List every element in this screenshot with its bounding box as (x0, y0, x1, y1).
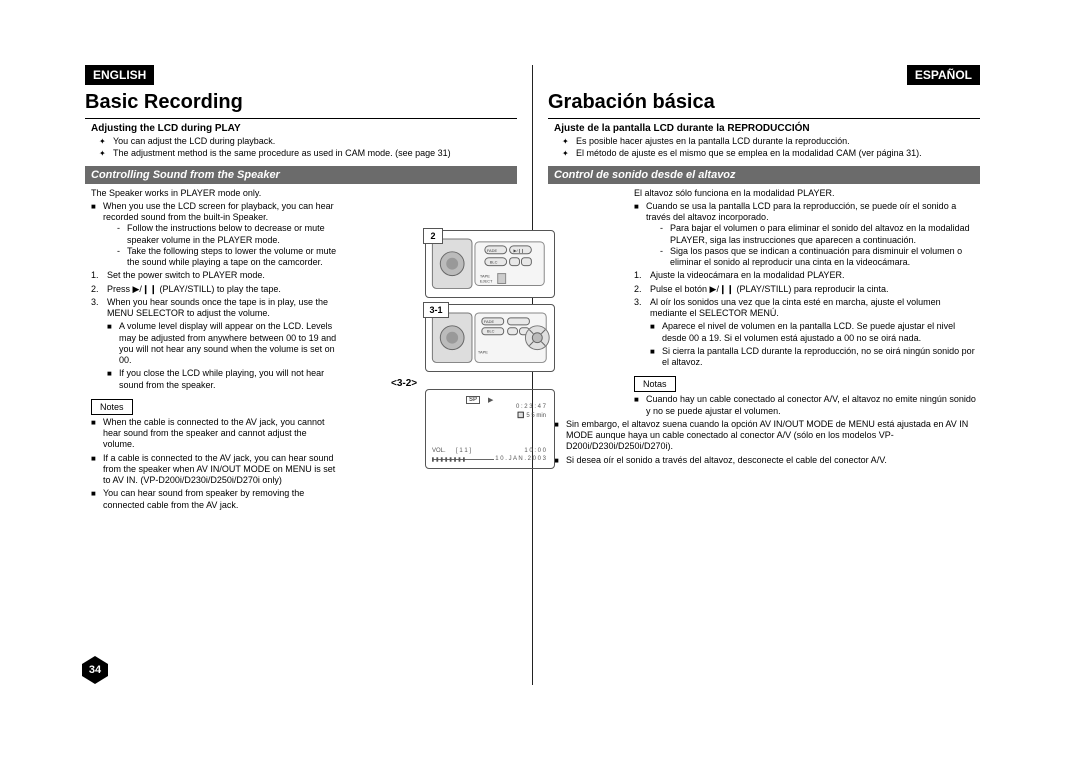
lcd-time: 0 : 2 3 : 4 7 (516, 404, 546, 410)
illus-label-2: 2 (423, 228, 443, 244)
center-illustrations: 2 FADE ▶/❙❙ BLC TAPE EJECT 3-1 (425, 230, 555, 469)
notes-label: Notas (634, 376, 676, 392)
step-item: 2.Press ▶/❙❙ (PLAY/STILL) to play the ta… (91, 284, 340, 295)
lcd-date: 1 0 . J A N . 2 0 0 3 (495, 456, 546, 462)
lcd-sp: SP (466, 396, 480, 404)
step-item: 1.Set the power switch to PLAYER mode. (91, 270, 340, 281)
step3-sublist: A volume level display will appear on th… (107, 321, 340, 391)
right-dia-list: Es posible hacer ajustes en la pantalla … (566, 136, 980, 160)
language-tag-english: ENGLISH (85, 65, 154, 85)
left-dia-list: You can adjust the LCD during playback. … (103, 136, 517, 160)
sq-item: Aparece el nivel de volumen en la pantal… (650, 321, 980, 344)
svg-text:FADE: FADE (487, 248, 498, 253)
left-steps: 1.Set the power switch to PLAYER mode. 2… (91, 270, 340, 391)
dia-item: You can adjust the LCD during playback. (103, 136, 517, 147)
step-item: 2.Pulse el botón ▶/❙❙ (PLAY/STILL) para … (634, 284, 980, 295)
left-intro: The Speaker works in PLAYER mode only. (91, 188, 340, 199)
lcd-play-icon: ▶ (488, 396, 493, 404)
dia-item: The adjustment method is the same proced… (103, 148, 517, 159)
left-section-header: Controlling Sound from the Speaker (85, 166, 517, 184)
step-text: Pulse el botón ▶/❙❙ (PLAY/STILL) para re… (650, 284, 888, 294)
dash-item: Para bajar el volumen o para eliminar el… (660, 223, 980, 246)
left-title: Basic Recording (85, 91, 517, 114)
camcorder-top-icon: FADE ▶/❙❙ BLC TAPE EJECT (429, 234, 551, 293)
note-item: Si desea oír el sonido a través del alta… (554, 455, 980, 466)
dash-item: Siga los pasos que se indican a continua… (660, 246, 980, 269)
page-number: 34 (89, 664, 101, 676)
svg-text:FADE: FADE (484, 319, 495, 324)
sq-text: When you use the LCD screen for playback… (103, 201, 334, 222)
rule (548, 118, 980, 119)
svg-text:EJECT: EJECT (480, 279, 493, 284)
step-item: 3.Al oír los sonidos una vez que la cint… (634, 297, 980, 369)
right-title: Grabación básica (548, 91, 980, 114)
note-item: Cuando hay un cable conectado al conecto… (634, 394, 980, 417)
left-notes: When the cable is connected to the AV ja… (91, 417, 340, 511)
sq-text: Cuando se usa la pantalla LCD para la re… (646, 201, 956, 222)
dia-item: El método de ajuste es el mismo que se e… (566, 148, 980, 159)
svg-text:▶/❙❙: ▶/❙❙ (514, 248, 525, 253)
step3-sublist: Aparece el nivel de volumen en la pantal… (650, 321, 980, 368)
illustration-2: 2 FADE ▶/❙❙ BLC TAPE EJECT (425, 230, 555, 298)
sq-item: If you close the LCD while playing, you … (107, 368, 340, 391)
lcd-clock: 1 0 : 0 0 (524, 448, 546, 454)
step-text: Ajuste la videocámara en la modalidad PL… (650, 270, 844, 280)
sq-item: A volume level display will appear on th… (107, 321, 340, 366)
rule (85, 118, 517, 119)
notes-label: Notes (91, 399, 133, 415)
svg-text:BLC: BLC (490, 260, 498, 265)
note-item: You can hear sound from speaker by remov… (91, 488, 340, 511)
note-item: Sin embargo, el altavoz suena cuando la … (554, 419, 980, 453)
lcd-display: SP ▶ 0 : 2 3 : 4 7 🔲 5 5 min VOL. [ 1 1 … (425, 389, 555, 469)
note-item: When the cable is connected to the AV ja… (91, 417, 340, 451)
svg-text:TAPE: TAPE (478, 350, 488, 355)
step-item: 1.Ajuste la videocámara en la modalidad … (634, 270, 980, 281)
lcd-remain: 🔲 5 5 min (517, 412, 546, 419)
dash-item: Follow the instructions below to decreas… (117, 223, 340, 246)
step-text: Set the power switch to PLAYER mode. (107, 270, 265, 280)
right-column: ESPAÑOL Grabación básica Ajuste de la pa… (532, 65, 980, 685)
volume-bar (432, 457, 494, 462)
step-text: Al oír los sonidos una vez que la cinta … (650, 297, 941, 318)
manual-page: ENGLISH Basic Recording Adjusting the LC… (85, 65, 980, 685)
illustration-3-1: 3-1 FADE BLC TAPE (425, 304, 555, 372)
page-number-badge: 34 (80, 655, 110, 685)
left-subheading: Adjusting the LCD during PLAY (91, 123, 517, 134)
right-intro: El altavoz sólo funciona en la modalidad… (634, 188, 980, 199)
sq-item: Si cierra la pantalla LCD durante la rep… (650, 346, 980, 369)
right-block-list: Cuando se usa la pantalla LCD para la re… (634, 201, 980, 269)
dash-item: Take the following steps to lower the vo… (117, 246, 340, 269)
dia-item: Es posible hacer ajustes en la pantalla … (566, 136, 980, 147)
right-notes: Cuando hay un cable conectado al conecto… (634, 394, 980, 417)
dash-list: Follow the instructions below to decreas… (117, 223, 340, 268)
language-tag-spanish: ESPAÑOL (907, 65, 980, 85)
lcd-vol-label: VOL. (432, 448, 446, 454)
step-text: When you hear sounds once the tape is in… (107, 297, 328, 318)
illus-label-31: 3-1 (423, 302, 449, 318)
svg-text:BLC: BLC (487, 329, 495, 334)
right-notes-wide: Sin embargo, el altavoz suena cuando la … (554, 419, 980, 466)
sq-item: Cuando se usa la pantalla LCD para la re… (634, 201, 980, 269)
step-item: 3.When you hear sounds once the tape is … (91, 297, 340, 391)
right-steps: 1.Ajuste la videocámara en la modalidad … (634, 270, 980, 368)
right-section-header: Control de sonido desde el altavoz (548, 166, 980, 184)
lcd-vol-val: [ 1 1 ] (456, 448, 471, 454)
illus-label-32: <3-2> (391, 378, 521, 389)
dash-list: Para bajar el volumen o para eliminar el… (660, 223, 980, 268)
note-item: If a cable is connected to the AV jack, … (91, 453, 340, 487)
right-subheading: Ajuste de la pantalla LCD durante la REP… (554, 123, 980, 134)
step-text: Press ▶/❙❙ (PLAY/STILL) to play the tape… (107, 284, 281, 294)
sq-item: When you use the LCD screen for playback… (91, 201, 340, 269)
left-block-list: When you use the LCD screen for playback… (91, 201, 340, 269)
